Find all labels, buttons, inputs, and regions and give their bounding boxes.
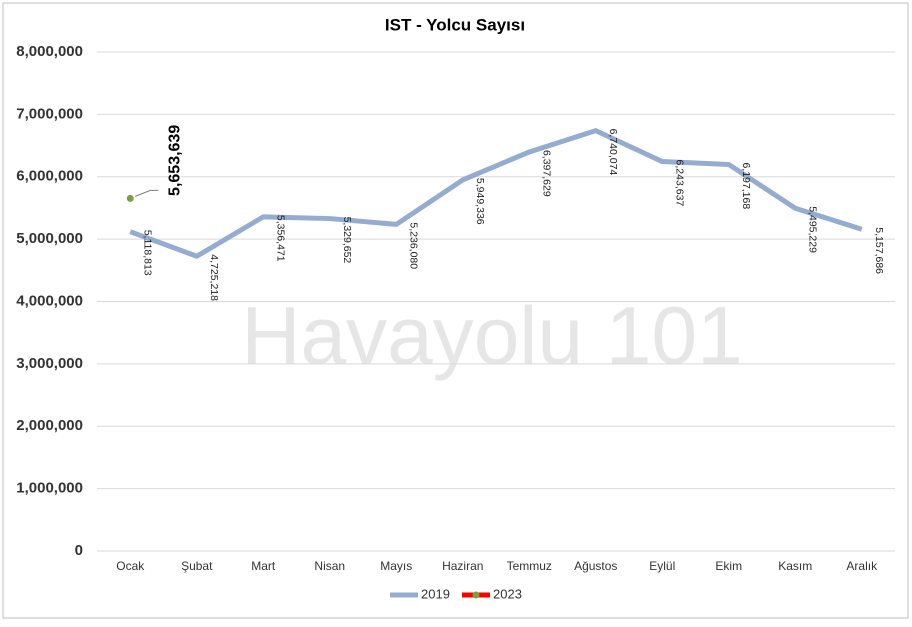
value-label: 5,653,639	[166, 125, 183, 196]
x-tick-label: Ekim	[715, 559, 742, 573]
y-tick-label: 3,000,000	[16, 355, 83, 372]
x-tick-label: Haziran	[442, 559, 483, 573]
y-tick-label: 0	[75, 542, 83, 559]
x-tick-label: Aralık	[846, 559, 878, 573]
series-line	[129, 128, 863, 259]
legend-label: 2019	[421, 586, 450, 601]
y-tick-label: 4,000,000	[16, 292, 83, 309]
x-tick-label: Ocak	[116, 559, 145, 573]
value-label: 6,740,074	[607, 129, 619, 176]
x-tick-label: Kasım	[778, 559, 812, 573]
y-tick-label: 6,000,000	[16, 168, 83, 185]
leader-line	[135, 189, 159, 197]
value-label: 5,329,652	[341, 217, 353, 264]
x-tick-label: Mart	[251, 559, 276, 573]
value-label: 5,495,229	[806, 206, 818, 253]
value-label: 5,118,813	[141, 230, 153, 276]
chart-border	[2, 2, 909, 619]
value-label: 5,356,471	[274, 215, 286, 262]
value-label: 6,197,168	[740, 162, 752, 209]
value-label: 5,157,686	[873, 227, 885, 274]
legend-marker	[472, 591, 480, 599]
y-tick-label: 5,000,000	[16, 230, 83, 247]
x-tick-label: Temmuz	[507, 559, 552, 573]
y-tick-label: 7,000,000	[16, 105, 83, 122]
x-tick-label: Nisan	[314, 559, 345, 573]
value-label: 5,236,080	[407, 222, 419, 269]
y-tick-label: 8,000,000	[16, 43, 83, 60]
y-tick-label: 2,000,000	[16, 417, 83, 434]
value-label: 6,397,629	[540, 150, 552, 197]
x-tick-label: Mayıs	[380, 559, 412, 573]
value-label: 5,949,336	[474, 178, 486, 225]
watermark: Havayolu 101	[241, 291, 742, 382]
x-tick-label: Eylül	[649, 559, 675, 573]
value-label: 4,725,218	[208, 254, 220, 301]
y-tick-label: 1,000,000	[16, 480, 83, 497]
x-tick-label: Şubat	[181, 559, 213, 573]
x-tick-label: Ağustos	[574, 559, 617, 573]
legend-label: 2023	[493, 586, 522, 601]
series-marker	[126, 194, 134, 202]
chart-title: IST - Yolcu Sayısı	[385, 15, 525, 34]
value-label: 6,243,637	[673, 160, 685, 207]
